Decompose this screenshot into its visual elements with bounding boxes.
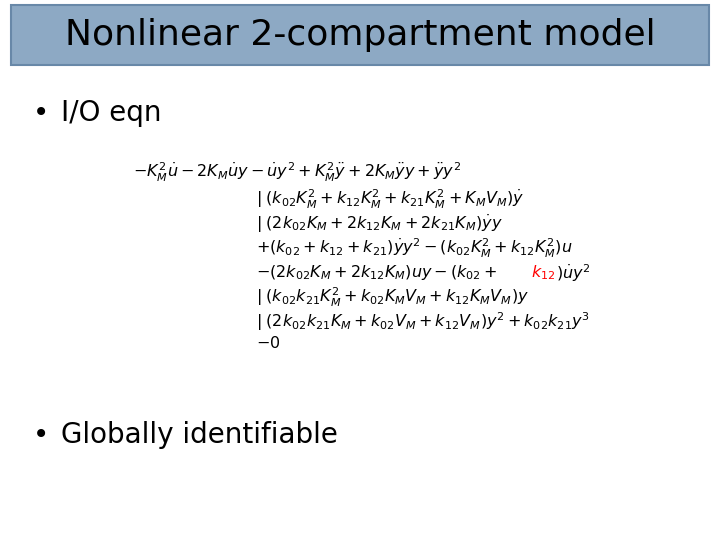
Text: $| \; (2k_{02}k_{21}K_M + k_{02}V_M + k_{12}V_M)y^2 + k_{02}k_{21}y^3$: $| \; (2k_{02}k_{21}K_M + k_{02}V_M + k_…	[256, 310, 590, 333]
Text: •: •	[32, 421, 49, 449]
Text: Globally identifiable: Globally identifiable	[61, 421, 338, 449]
Text: $-K_M^2\dot{u} - 2K_M\dot{u}y - \dot{u}y^2 + K_M^2\ddot{y} + 2K_M\ddot{y}y + \dd: $-K_M^2\dot{u} - 2K_M\dot{u}y - \dot{u}y…	[133, 161, 462, 184]
Text: I/O eqn: I/O eqn	[61, 99, 162, 127]
Text: $| \; (2k_{02}K_M + 2k_{12}K_M + 2k_{21}K_M)\dot{y}y$: $| \; (2k_{02}K_M + 2k_{12}K_M + 2k_{21}…	[256, 213, 503, 235]
Text: $| \; (k_{02}K_M^2 + k_{12}K_M^2 + k_{21}K_M^2 + K_MV_M)\dot{y}$: $| \; (k_{02}K_M^2 + k_{12}K_M^2 + k_{21…	[256, 188, 523, 211]
Text: $k_{12}$: $k_{12}$	[531, 264, 555, 282]
Text: Nonlinear 2-compartment model: Nonlinear 2-compartment model	[65, 18, 655, 52]
Text: •: •	[32, 99, 49, 127]
Text: $| \; (k_{02}k_{21}K_M^2 + k_{02}K_MV_M + k_{12}K_MV_M)y$: $| \; (k_{02}k_{21}K_M^2 + k_{02}K_MV_M …	[256, 286, 528, 308]
Text: $- 0$: $- 0$	[256, 335, 280, 351]
Text: $+ (k_{02} + k_{12} + k_{21})\dot{y}y^2 - (k_{02}K_M^2 + k_{12}K_M^2)u$: $+ (k_{02} + k_{12} + k_{21})\dot{y}y^2 …	[256, 237, 572, 260]
Text: $- (2k_{02}K_M + 2k_{12}K_M)uy - (k_{02} +$: $- (2k_{02}K_M + 2k_{12}K_M)uy - (k_{02}…	[256, 263, 497, 282]
Text: $)\dot{u}y^2$: $)\dot{u}y^2$	[556, 262, 590, 284]
FancyBboxPatch shape	[11, 5, 709, 65]
